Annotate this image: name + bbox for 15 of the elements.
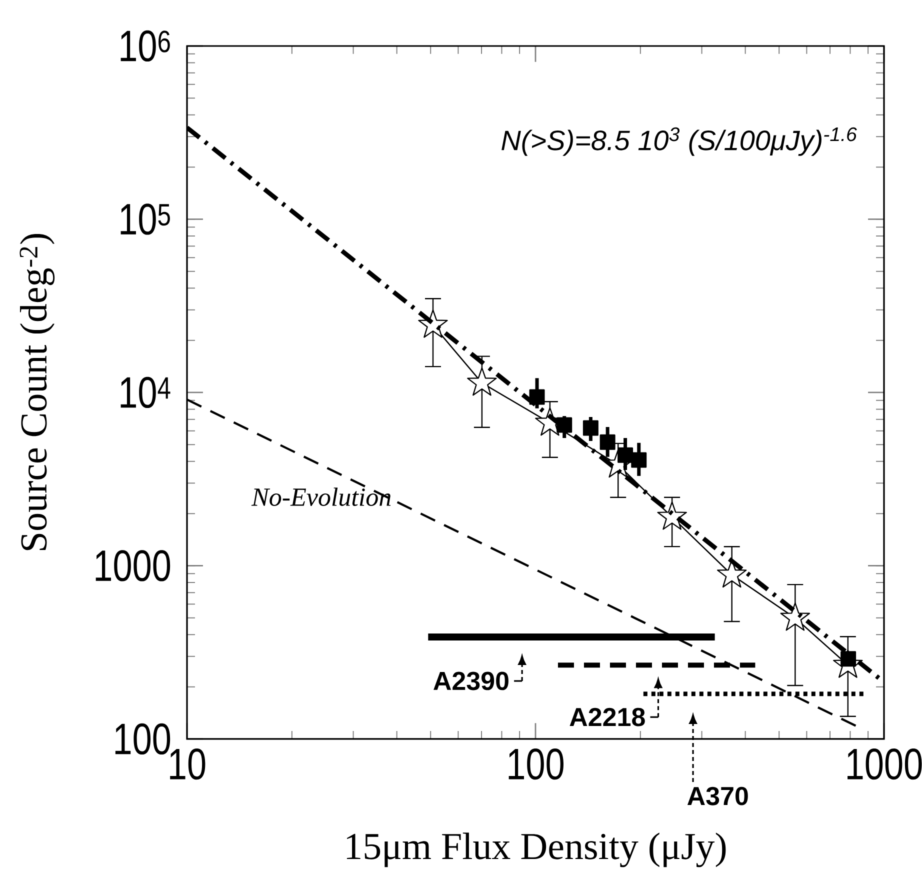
annotation: N(>S)=8.5 10$^{3}$ (S/100μJy)$^{-1.6}$ (502, 127, 857, 156)
y-tick-label: 10$^{6}$ (120, 30, 170, 62)
y-tick-label: 1000 (96, 550, 170, 582)
text: A370 (687, 786, 748, 806)
series-label: No-Evolution (251, 488, 391, 506)
y-tick-label: 10$^{5}$ (120, 204, 170, 235)
annotation: A2390 (434, 672, 508, 690)
x-tick-label: 1000 (848, 748, 922, 780)
y-tick-label: 100 (115, 723, 170, 755)
y-tick-label: 10$^{4}$ (120, 376, 170, 408)
annotation: A2218 (570, 708, 645, 726)
x-axis-title: 15μm Flux Density (μJy) (346, 832, 726, 868)
x-tick-label: 100 (508, 748, 564, 780)
x-tick-label: 10 (170, 748, 206, 780)
y-axis-title: Source Count (deg$^{-2}$) (20, 234, 55, 550)
